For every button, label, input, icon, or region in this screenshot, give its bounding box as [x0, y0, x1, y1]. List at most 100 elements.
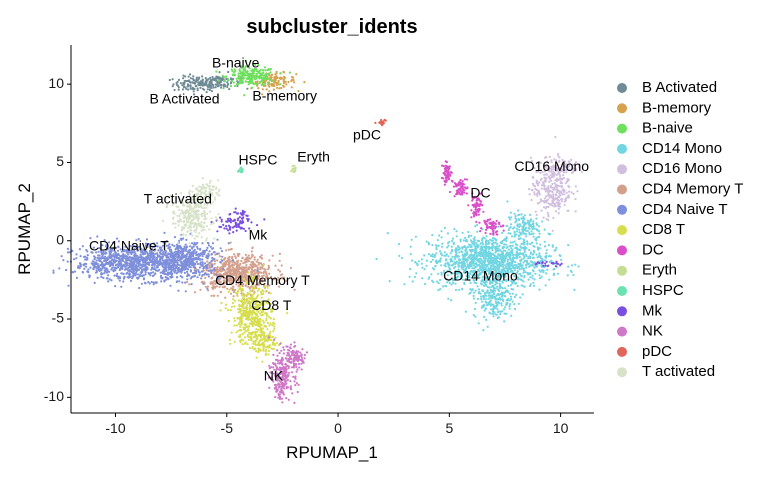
data-point — [193, 274, 197, 277]
data-point — [515, 250, 518, 253]
data-point — [450, 283, 453, 286]
data-point — [560, 200, 564, 203]
data-point — [472, 264, 475, 267]
data-point — [173, 88, 176, 92]
data-point — [513, 230, 516, 233]
data-point — [268, 74, 271, 77]
data-point — [222, 267, 225, 270]
data-point — [516, 284, 519, 288]
data-point — [129, 279, 133, 282]
data-point — [483, 309, 486, 312]
data-point — [444, 284, 447, 287]
data-point — [162, 269, 165, 272]
data-point — [461, 231, 464, 234]
data-point — [208, 264, 211, 267]
data-point — [100, 263, 103, 266]
data-point — [483, 256, 486, 259]
data-point — [493, 272, 496, 275]
data-point — [492, 263, 495, 266]
data-point — [532, 284, 536, 287]
data-point — [473, 251, 477, 254]
data-point — [196, 241, 199, 244]
data-point — [483, 267, 487, 270]
data-point — [473, 253, 476, 256]
data-point — [113, 259, 116, 262]
data-point — [142, 264, 145, 267]
data-point — [96, 276, 99, 279]
data-point — [500, 304, 503, 307]
data-point — [565, 191, 568, 194]
data-point — [81, 271, 85, 274]
data-point — [134, 255, 137, 258]
data-point — [462, 260, 465, 263]
data-point — [512, 281, 516, 284]
data-point — [263, 82, 267, 85]
data-point — [482, 275, 485, 278]
data-point — [232, 298, 235, 301]
data-point — [432, 281, 435, 284]
data-point — [505, 302, 508, 305]
data-point — [280, 264, 283, 267]
data-point — [150, 280, 153, 284]
data-point — [472, 271, 475, 274]
data-point — [557, 212, 560, 215]
data-point — [72, 271, 75, 274]
data-point — [213, 267, 216, 270]
data-point — [543, 187, 546, 190]
data-point — [505, 312, 508, 315]
data-point — [417, 260, 420, 263]
data-point — [488, 276, 491, 279]
data-point — [173, 244, 176, 248]
data-point — [204, 276, 207, 279]
data-point — [440, 230, 443, 233]
data-point — [524, 229, 528, 232]
data-point — [515, 293, 518, 296]
data-point — [201, 263, 204, 266]
data-point — [499, 298, 502, 301]
data-point — [532, 220, 535, 223]
data-point — [542, 216, 545, 219]
data-point — [431, 258, 434, 261]
data-point — [507, 248, 510, 251]
data-point — [180, 264, 183, 267]
data-point — [225, 249, 228, 252]
data-point — [176, 263, 179, 266]
data-point — [478, 260, 481, 263]
data-point — [456, 255, 459, 258]
data-point — [499, 273, 502, 276]
data-point — [494, 289, 497, 292]
data-point — [506, 269, 509, 272]
data-point — [533, 191, 536, 194]
data-point — [510, 298, 513, 301]
data-point — [154, 261, 157, 264]
data-point — [161, 262, 164, 265]
data-point — [142, 278, 145, 281]
data-point — [211, 256, 214, 260]
data-point — [496, 285, 499, 288]
data-point — [100, 275, 103, 278]
data-point — [260, 77, 263, 80]
data-point — [529, 283, 533, 286]
data-point — [414, 235, 417, 238]
data-point — [529, 252, 532, 255]
data-point — [549, 189, 552, 193]
data-point — [506, 245, 509, 248]
data-point — [543, 240, 546, 243]
data-point — [226, 81, 229, 84]
data-point — [445, 278, 448, 281]
data-point — [570, 270, 573, 274]
data-point — [505, 237, 508, 240]
data-point — [205, 91, 208, 94]
data-point — [246, 302, 249, 305]
data-point — [568, 190, 571, 193]
data-point — [411, 259, 414, 262]
data-point — [247, 75, 250, 78]
data-point — [511, 266, 514, 269]
data-point — [473, 236, 476, 239]
data-point — [495, 313, 498, 316]
data-point — [461, 254, 464, 257]
data-point — [576, 190, 579, 193]
data-point — [117, 253, 120, 256]
data-point — [245, 71, 248, 74]
